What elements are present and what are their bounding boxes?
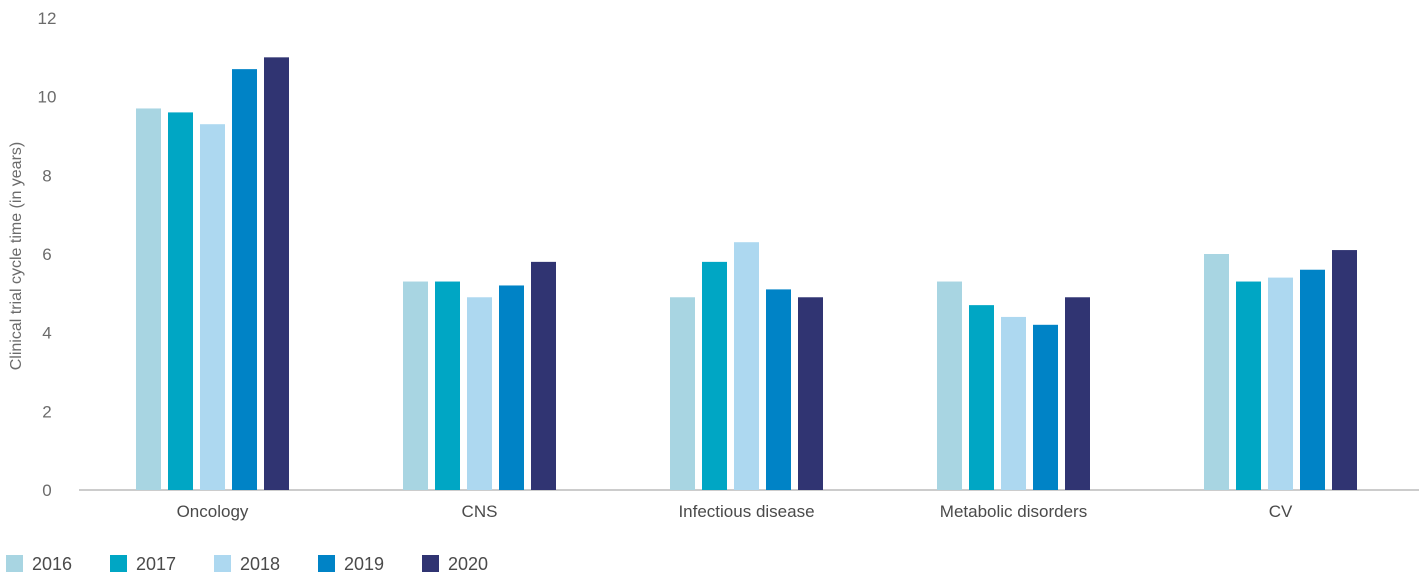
bars-group [136,57,1357,491]
legend-swatch-2018 [214,555,231,572]
x-category-label: CV [1269,502,1293,521]
y-tick-label: 8 [42,166,51,185]
bar-2018-cns [467,297,492,490]
bar-2017-metabolic-disorders [969,305,994,490]
bar-2020-metabolic-disorders [1065,297,1090,490]
x-category-label: Infectious disease [678,502,814,521]
bar-2020-infectious-disease [798,297,823,490]
bar-2019-cv [1300,269,1325,490]
y-tick-label: 2 [42,402,51,421]
bar-2020-cv [1332,250,1357,490]
x-category-label: Metabolic disorders [940,502,1087,521]
y-tick-label: 6 [42,245,51,264]
legend-label-2019: 2019 [344,554,384,574]
bar-2019-metabolic-disorders [1033,324,1058,490]
bar-2019-oncology [232,69,257,490]
bar-2017-infectious-disease [702,261,727,490]
y-tick-label: 12 [38,9,57,28]
bar-2017-cv [1236,281,1261,490]
bar-2017-cns [435,281,460,490]
y-axis-label: Clinical trial cycle time (in years) [8,142,25,371]
bar-2016-infectious-disease [670,297,695,490]
bar-2019-infectious-disease [766,289,791,490]
legend-label-2016: 2016 [32,554,72,574]
bar-2020-oncology [264,57,289,490]
bar-2016-metabolic-disorders [937,281,962,490]
bar-2018-infectious-disease [734,242,759,490]
legend-swatch-2019 [318,555,335,572]
bar-2018-oncology [200,124,225,490]
bar-2019-cns [499,285,524,490]
bar-2016-oncology [136,108,161,490]
legend: 2016 2017 2018 2019 2020 [6,554,488,574]
y-tick-label: 10 [38,88,57,107]
legend-swatch-2017 [110,555,127,572]
bar-2018-cv [1268,277,1293,490]
legend-swatch-2020 [422,555,439,572]
x-axis-labels: Oncology CNS Infectious disease Metabolic d… [177,502,1293,521]
bar-2016-cns [403,281,428,490]
legend-label-2017: 2017 [136,554,176,574]
legend-label-2018: 2018 [240,554,280,574]
legend-label-2020: 2020 [448,554,488,574]
bar-2020-cns [531,261,556,490]
bar-2017-oncology [168,112,193,491]
bar-2016-cv [1204,254,1229,490]
x-category-label: Oncology [177,502,249,521]
y-tick-label: 4 [42,324,51,343]
x-category-label: CNS [462,502,498,521]
y-tick-label: 0 [42,481,51,500]
y-axis: 0 2 4 6 8 10 12 [38,9,57,500]
bar-2018-metabolic-disorders [1001,316,1026,490]
legend-swatch-2016 [6,555,23,572]
